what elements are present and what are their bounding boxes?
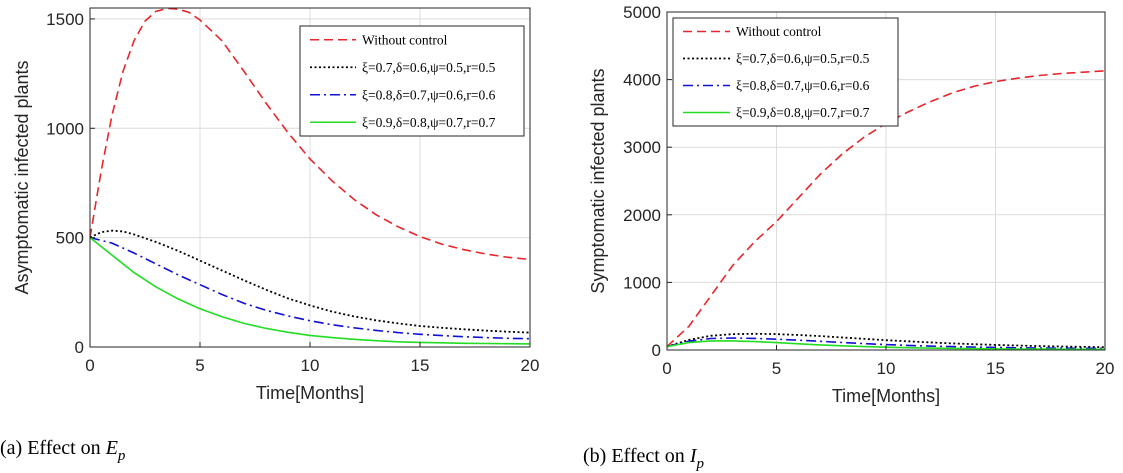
legend-entry: Without control xyxy=(736,24,822,39)
legend-b: Without control ξ=0.7,δ=0.6,ψ=0.5,r=0.5 ξ=… xyxy=(673,18,898,126)
legend-entry: ξ=0.7,δ=0.6,ψ=0.5,r=0.5 xyxy=(736,51,870,66)
legend-entry: ξ=0.8,δ=0.7,ψ=0.6,r=0.6 xyxy=(736,78,870,93)
caption-prefix: (b) Effect on xyxy=(583,445,690,467)
x-axis-label: Time[Months] xyxy=(256,383,364,403)
x-tick-label: 10 xyxy=(877,359,896,378)
caption-subscript: p xyxy=(695,456,704,472)
y-tick-label: 4000 xyxy=(623,71,661,90)
legend-a: Without control ξ=0.7,δ=0.6,ψ=0.5,r=0.5 ξ=… xyxy=(300,26,524,136)
chart-b-symptomatic: 0 5 10 15 20 0 1000 2000 3000 4000 5000 Time[Months… xyxy=(583,3,1114,472)
y-tick-label: 1500 xyxy=(46,10,84,29)
x-tick-label: 5 xyxy=(772,359,781,378)
y-tick-label: 3000 xyxy=(623,138,661,157)
y-tick-label: 0 xyxy=(75,338,84,357)
caption-b: (b) Effect on Ip xyxy=(583,445,704,472)
caption-a: (a) Effect on Ep xyxy=(0,437,126,464)
x-tick-label: 5 xyxy=(195,356,204,375)
x-tick-label: 15 xyxy=(411,356,430,375)
y-tick-label: 2000 xyxy=(623,206,661,225)
y-tick-label: 5000 xyxy=(623,3,661,22)
x-tick-label: 0 xyxy=(85,356,94,375)
y-tick-label: 0 xyxy=(652,341,661,360)
legend-entry: ξ=0.9,δ=0.8,ψ=0.7,r=0.7 xyxy=(362,115,496,130)
legend-entry: ξ=0.8,δ=0.7,ψ=0.6,r=0.6 xyxy=(362,87,496,102)
caption-subscript: p xyxy=(117,448,126,464)
y-tick-label: 500 xyxy=(56,229,84,248)
x-tick-label: 0 xyxy=(662,359,671,378)
y-axis-label: Symptomatic infected plants xyxy=(588,68,608,293)
y-tick-label: 1000 xyxy=(623,273,661,292)
legend-entry: ξ=0.9,δ=0.8,ψ=0.7,r=0.7 xyxy=(736,105,870,120)
x-tick-label: 10 xyxy=(301,356,320,375)
chart-a-asymptomatic: 0 5 10 15 20 0 500 1000 1500 Time[Months] Asymptom… xyxy=(0,8,539,464)
x-tick-label: 20 xyxy=(521,356,540,375)
caption-prefix: (a) Effect on xyxy=(0,437,106,459)
caption-symbol: E xyxy=(105,437,118,459)
x-axis-label: Time[Months] xyxy=(832,386,940,406)
legend-entry: ξ=0.7,δ=0.6,ψ=0.5,r=0.5 xyxy=(362,60,496,75)
x-tick-label: 20 xyxy=(1096,359,1115,378)
y-tick-label: 1000 xyxy=(46,119,84,138)
y-axis-label: Asymptomatic infected plants xyxy=(12,60,32,294)
x-tick-label: 15 xyxy=(986,359,1005,378)
legend-entry: Without control xyxy=(362,32,448,47)
